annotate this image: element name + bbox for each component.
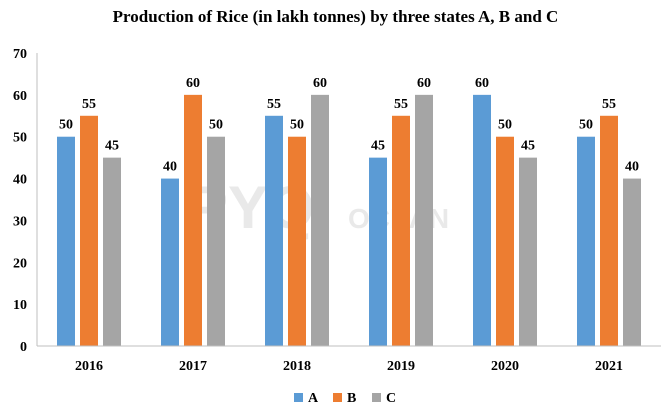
x-tick-label: 2019	[387, 359, 415, 374]
data-label: 50	[209, 118, 223, 133]
legend-label-a: A	[308, 391, 319, 406]
bar-c-2019	[415, 94, 433, 346]
data-labels: 50 55 45 40 60 50 55 50 60 45 55 60 60 50 45 50 55 40	[59, 76, 639, 175]
bar-a-2020	[473, 94, 491, 346]
legend-swatch-a	[294, 393, 303, 402]
y-tick-label: 30	[13, 214, 27, 229]
legend-label-c: C	[386, 391, 396, 406]
x-tick-label: 2017	[179, 359, 207, 374]
bar-b-2017	[184, 94, 202, 346]
bar-a-2017	[161, 178, 179, 346]
bar-a-2016	[57, 136, 75, 346]
bar-b-2018	[288, 136, 306, 346]
data-label: 60	[313, 76, 327, 91]
data-label: 50	[290, 118, 304, 133]
bar-a-2021	[577, 136, 595, 346]
y-tick-label: 60	[13, 89, 27, 104]
data-label: 55	[394, 97, 408, 112]
y-tick-label: 50	[13, 131, 27, 146]
x-tick-label: 2020	[491, 359, 519, 374]
bar-c-2020	[519, 157, 537, 346]
bar-a-2018	[265, 115, 283, 347]
y-tick-label: 40	[13, 173, 27, 188]
x-tick-label: 2016	[75, 359, 103, 374]
y-tick-label: 0	[20, 340, 27, 355]
bar-b-2020	[496, 136, 514, 346]
bar-c-2016	[103, 157, 121, 346]
data-label: 45	[371, 139, 385, 154]
bar-b-2016	[80, 115, 98, 347]
legend: A B C	[294, 391, 396, 406]
data-label: 55	[267, 97, 281, 112]
data-label: 45	[105, 139, 119, 154]
bar-b-2021	[600, 115, 618, 347]
y-tick-label: 20	[13, 256, 27, 271]
x-tick-label: 2018	[283, 359, 311, 374]
data-label: 60	[186, 76, 200, 91]
bar-a-2019	[369, 157, 387, 346]
x-axis: 2016 2017 2018 2019 2020 2021	[37, 345, 661, 374]
data-label: 45	[521, 139, 535, 154]
data-label: 50	[498, 118, 512, 133]
data-label: 50	[579, 118, 593, 133]
y-axis: 0 10 20 30 40 50 60 70	[13, 47, 38, 355]
legend-swatch-b	[333, 393, 342, 402]
legend-swatch-c	[372, 393, 381, 402]
data-label: 50	[59, 118, 73, 133]
bar-c-2018	[311, 94, 329, 346]
chart-title: Production of Rice (in lakh tonnes) by t…	[113, 7, 559, 26]
data-label: 60	[417, 76, 431, 91]
data-label: 60	[475, 76, 489, 91]
data-label: 55	[602, 97, 616, 112]
data-label: 55	[82, 97, 96, 112]
bar-c-2017	[207, 136, 225, 346]
legend-label-b: B	[347, 391, 356, 406]
x-tick-label: 2021	[595, 359, 623, 374]
bar-b-2019	[392, 115, 410, 347]
y-tick-label: 10	[13, 298, 27, 313]
y-tick-label: 70	[13, 47, 27, 62]
data-label: 40	[163, 160, 177, 175]
bar-c-2021	[623, 178, 641, 346]
bars	[57, 94, 641, 347]
data-label: 40	[625, 160, 639, 175]
